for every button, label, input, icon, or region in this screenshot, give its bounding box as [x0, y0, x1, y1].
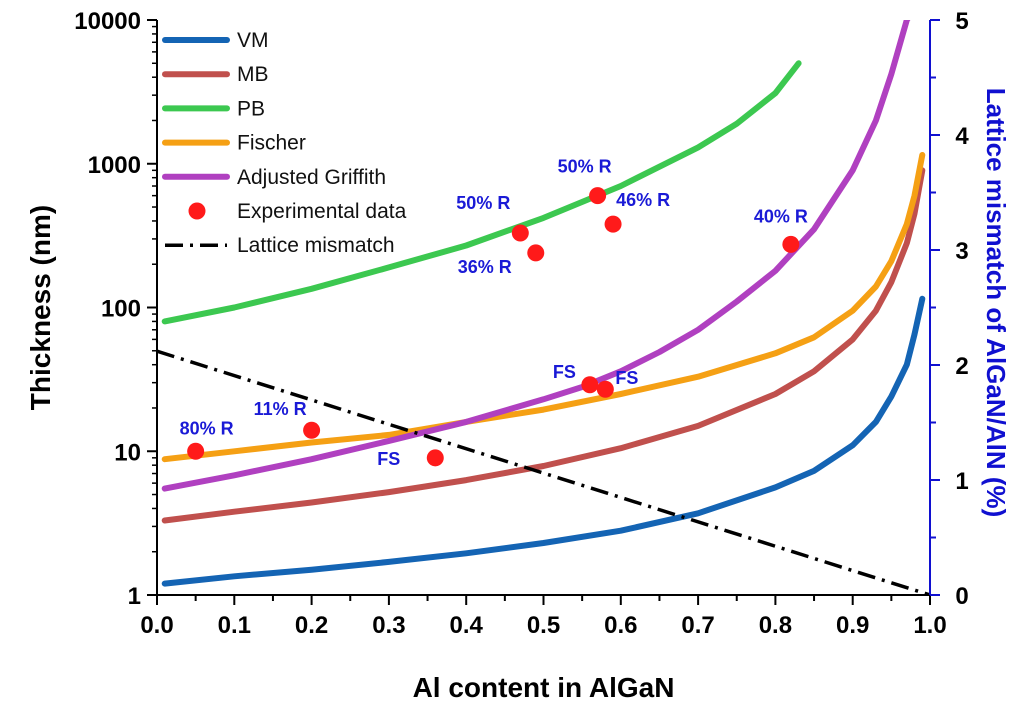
point-annotation: FS: [377, 449, 400, 469]
legend-marker: [188, 202, 206, 220]
series-line-lattice-mismatch: [157, 349, 930, 595]
point-annotation: 36% R: [458, 257, 512, 277]
legend: VM MB PB Fischer Adjusted Griffith Experiment…: [162, 29, 407, 257]
x-tick-label: 0.8: [759, 612, 792, 639]
x-tick-label: 0.0: [140, 612, 173, 639]
experimental-point: [581, 376, 599, 394]
series-line-mb: [161, 167, 926, 524]
legend-label: PB: [237, 97, 265, 120]
x-tick-label: 1.0: [913, 612, 946, 639]
experimental-point: [782, 235, 800, 253]
x-tick-label: 0.2: [295, 612, 328, 639]
y-tick-label: 1000: [88, 152, 141, 179]
x-tick-label: 0.3: [372, 612, 405, 639]
legend-label: Lattice mismatch: [237, 234, 395, 257]
point-annotation: 50% R: [558, 157, 612, 177]
x-tick-label: 0.9: [836, 612, 869, 639]
experimental-point: [426, 449, 444, 467]
legend-label: Adjusted Griffith: [237, 166, 386, 189]
y2-axis-title: Lattice mismatch of AlGaN/AlN (%): [981, 88, 1011, 518]
experimental-point: [187, 442, 205, 460]
scatter-layer: [187, 187, 800, 467]
legend-label: Fischer: [237, 132, 306, 155]
point-annotation: 80% R: [180, 418, 234, 438]
experimental-point: [303, 421, 321, 439]
experimental-point: [604, 215, 622, 233]
series-layer: [157, 20, 930, 595]
point-annotation: 40% R: [754, 206, 808, 226]
point-annotation: 50% R: [456, 193, 510, 213]
y-tick-label: 1: [128, 583, 141, 610]
annotation-layer: 80% R 11% R FS 50% R 36% R FS 50% R FS 46% R 40% …: [180, 157, 808, 469]
y-tick-label: 100: [101, 296, 141, 323]
y-axis-title: Thickness (nm): [25, 205, 56, 410]
point-annotation: 11% R: [254, 399, 307, 419]
experimental-point: [527, 244, 545, 262]
series-line-vm: [161, 295, 926, 587]
y2-tick-label: 3: [955, 238, 968, 265]
experimental-point: [589, 187, 607, 205]
y2-tick-label: 5: [955, 8, 968, 35]
axes-layer: 0.0 0.1 0.2 0.3 0.4 0.5 0.6 0.7 0.8 0.9 1.01101001…: [74, 8, 969, 639]
x-tick-label: 0.1: [218, 612, 251, 639]
x-tick-label: 0.6: [604, 612, 637, 639]
experimental-point: [511, 224, 529, 242]
x-axis-title: Al content in AlGaN: [413, 672, 675, 703]
y-tick-label: 10: [114, 439, 141, 466]
series-line-fischer: [161, 152, 926, 463]
y2-tick-label: 4: [955, 123, 969, 150]
x-tick-label: 0.4: [450, 612, 484, 639]
legend-label: MB: [237, 63, 269, 86]
experimental-point: [596, 380, 614, 398]
x-tick-label: 0.5: [527, 612, 560, 639]
y-tick-label: 10000: [74, 8, 141, 35]
point-annotation: FS: [615, 368, 638, 388]
legend-label: VM: [237, 29, 269, 52]
y2-tick-label: 1: [955, 468, 968, 495]
point-annotation: 46% R: [616, 190, 670, 210]
y2-tick-label: 2: [955, 353, 968, 380]
x-tick-label: 0.7: [681, 612, 714, 639]
series-line-pb: [161, 60, 802, 325]
legend-label: Experimental data: [237, 200, 407, 223]
y2-tick-label: 0: [955, 583, 968, 610]
series-line-adjusted-griffith: [161, 20, 911, 492]
point-annotation: FS: [553, 362, 576, 382]
